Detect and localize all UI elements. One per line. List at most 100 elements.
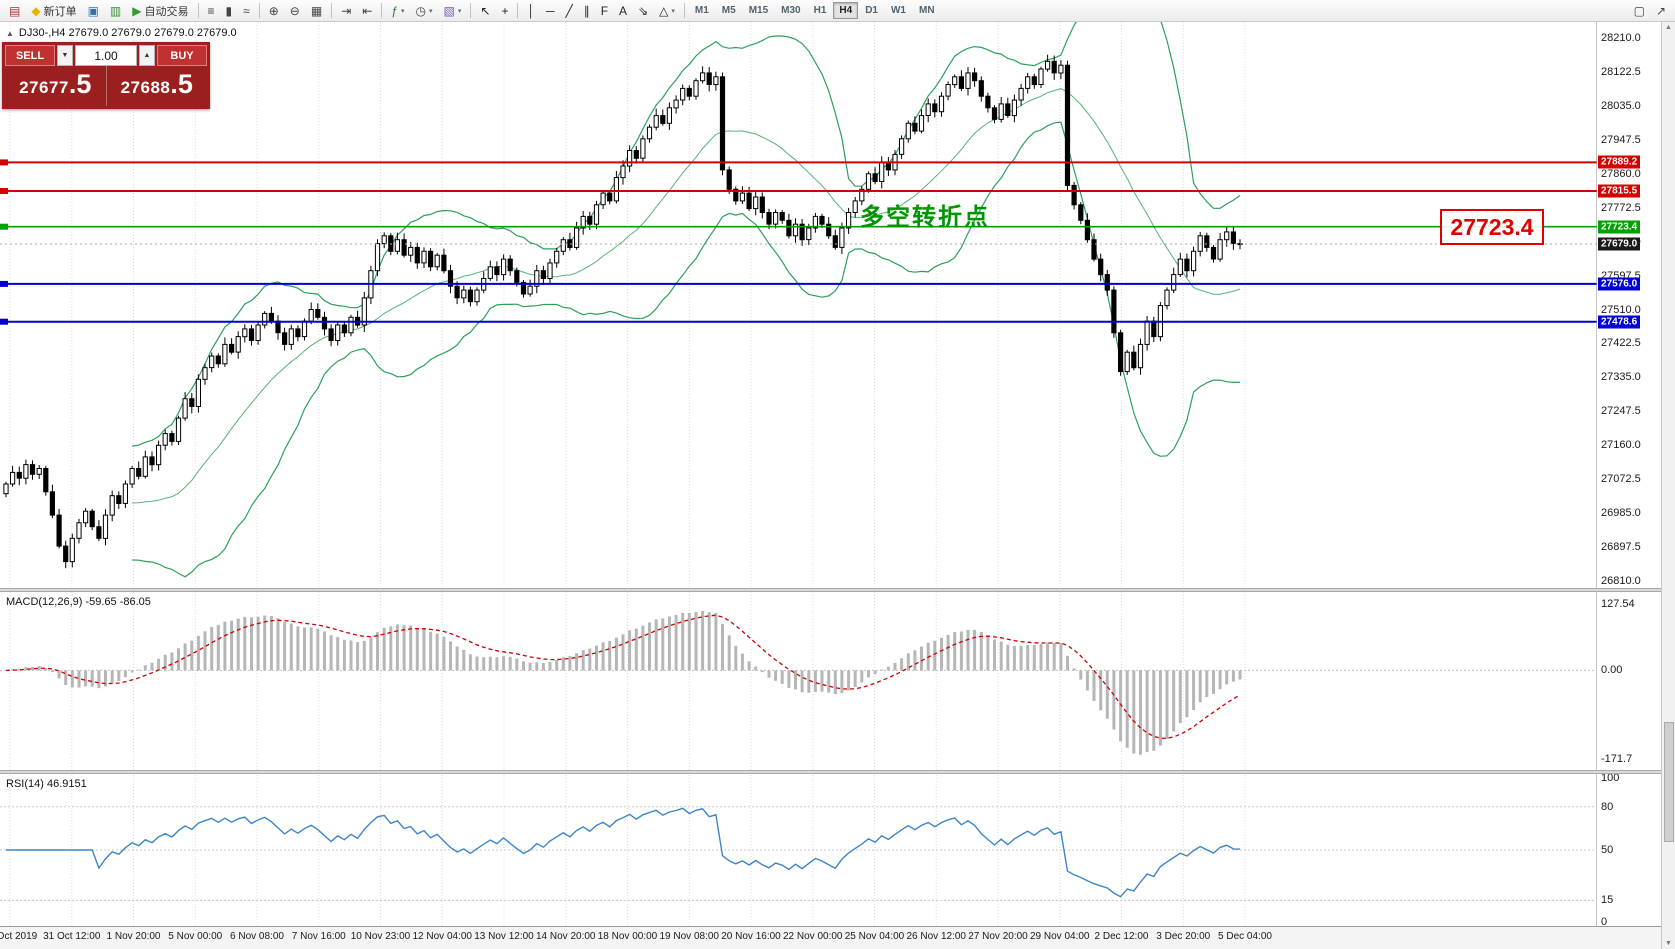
auto-scroll-icon[interactable]: ⇥: [336, 2, 356, 20]
trendline-icon[interactable]: ╱: [560, 2, 577, 20]
bar-chart-icon[interactable]: ≡: [203, 2, 220, 20]
vertical-line-icon[interactable]: │: [522, 2, 540, 20]
shapes-icon[interactable]: △ ▾: [654, 2, 680, 20]
time-axis[interactable]: 30 Oct 2019 31 Oct 12:00 1 Nov 20:00 5 Nov …: [0, 926, 1675, 949]
cursor-icon[interactable]: ↖: [475, 2, 495, 20]
pointer-icon[interactable]: ↗: [1651, 2, 1671, 20]
time-tick-label: 26 Nov 12:00: [906, 931, 967, 942]
symbol-ohlc-line: ▲ DJ30-,H4 27679.0 27679.0 27679.0 27679…: [6, 27, 237, 39]
timeframe-m5[interactable]: M5: [721, 5, 736, 16]
horizontal-line-icon: ─: [545, 3, 555, 18]
arrow-tool-icon[interactable]: ⇘: [633, 2, 653, 20]
timeframe-m30[interactable]: M30: [781, 5, 801, 16]
price-tick-label: 27160.0: [1601, 439, 1641, 452]
vertical-scrollbar[interactable]: ▲ ▼: [1661, 22, 1675, 949]
rsi-tick-label: 0: [1601, 916, 1608, 928]
timeframe-mn[interactable]: MN: [918, 5, 935, 16]
text-icon[interactable]: A: [614, 2, 632, 20]
cursor-icon: ↖: [480, 3, 491, 18]
volume-up-button[interactable]: ▲: [139, 45, 155, 66]
crosshair-icon[interactable]: +: [496, 2, 513, 20]
candlestick-chart-icon[interactable]: ▮: [221, 2, 238, 20]
timeframe-m1[interactable]: M1: [694, 5, 709, 16]
time-tick-label: 25 Nov 04:00: [844, 931, 905, 942]
timeframe-w1[interactable]: W1: [890, 5, 906, 16]
macd-pane-splitter[interactable]: [0, 588, 1661, 592]
indicators-icon[interactable]: ƒ ▾: [386, 2, 409, 20]
fibonacci-icon[interactable]: F: [596, 2, 613, 20]
horizontal-line-icon[interactable]: ─: [541, 2, 560, 20]
level-price-label: 27889.2: [1598, 155, 1641, 169]
templates-icon[interactable]: ▧ ▾: [439, 2, 467, 20]
price-tick-label: 27510.0: [1601, 303, 1641, 316]
price-axis[interactable]: 28210.0 28122.5 28035.0 27947.5 27860.0 27772…: [1597, 22, 1661, 949]
periods-icon[interactable]: ◷ ▾: [411, 2, 438, 20]
one-click-trade-panel: SELL ▼ 1.00 ▲ BUY 27677 .5 27688 .5: [2, 42, 210, 109]
buy-price-main: 27688: [120, 78, 171, 97]
autotrading-button[interactable]: ▶ 自动交易: [127, 2, 193, 20]
time-tick-label: 19 Nov 08:00: [659, 931, 720, 942]
sell-button[interactable]: SELL: [5, 45, 55, 66]
macd-tick-label: 127.54: [1601, 598, 1635, 611]
new-order-button-label: 新订单: [43, 5, 77, 18]
chart-shift-icon: ⇤: [362, 3, 373, 18]
channel-icon[interactable]: ∥: [579, 2, 595, 20]
zoom-out-icon[interactable]: ⊖: [285, 2, 305, 20]
price-tick-label: 27335.0: [1601, 371, 1641, 384]
timeframe-d1[interactable]: D1: [865, 5, 878, 16]
price-tick-label: 26810.0: [1601, 575, 1641, 587]
timeframe-m15[interactable]: M15: [748, 5, 769, 16]
chart-shift-icon[interactable]: ⇤: [357, 2, 377, 20]
scroll-up-icon[interactable]: ▲: [1665, 24, 1672, 31]
buy-button[interactable]: BUY: [157, 45, 207, 66]
volume-input[interactable]: 1.00: [75, 45, 137, 66]
sell-price[interactable]: 27677 .5: [5, 66, 107, 106]
price-tick-label: 27860.0: [1601, 167, 1641, 180]
rsi-tick-label: 100: [1601, 772, 1620, 784]
timeframe-h4[interactable]: H4: [833, 2, 859, 19]
volume-down-button[interactable]: ▼: [57, 45, 73, 66]
zoom-in-icon: ⊕: [268, 3, 279, 18]
sell-price-fraction: .5: [68, 69, 92, 99]
time-tick-label: 27 Nov 20:00: [968, 931, 1028, 942]
terminal-icon: ▥: [109, 3, 122, 18]
scrollbar-thumb[interactable]: [1664, 722, 1674, 842]
rsi-tick-label: 15: [1601, 894, 1614, 907]
price-tick-label: 27072.5: [1601, 473, 1641, 486]
rsi-label: RSI(14) 46.9151: [6, 778, 87, 790]
timeframe-h1[interactable]: H1: [813, 5, 827, 16]
new-window-icon[interactable]: ▢: [1629, 2, 1650, 20]
line-chart-icon: ≈: [243, 3, 250, 18]
market-watch-icon[interactable]: ▣: [83, 2, 104, 20]
scroll-down-icon[interactable]: ▼: [1665, 940, 1672, 947]
rsi-pane-splitter[interactable]: [0, 770, 1661, 774]
trendline-icon: ╱: [565, 3, 573, 18]
price-tick-label: 27772.5: [1601, 201, 1641, 214]
macd-tick-label: -171.7: [1601, 753, 1633, 766]
sell-price-main: 27677: [19, 78, 69, 97]
price-tick-label: 28122.5: [1601, 65, 1641, 78]
time-tick-label: 30 Oct 2019: [0, 931, 38, 942]
caret-down-icon: ▾: [457, 7, 462, 15]
fibonacci-icon: F: [600, 3, 609, 18]
time-tick-label: 5 Dec 04:00: [1218, 931, 1272, 942]
time-tick-label: 20 Nov 16:00: [721, 931, 781, 942]
new-order-button[interactable]: ◆ 新订单: [26, 2, 81, 20]
new-chart-icon[interactable]: ▤: [4, 2, 25, 20]
buy-price[interactable]: 27688 .5: [107, 66, 208, 106]
shapes-icon: △: [659, 3, 669, 18]
new-order-icon: ◆: [31, 3, 41, 18]
terminal-icon[interactable]: ▥: [105, 2, 126, 20]
zoom-in-icon[interactable]: ⊕: [264, 2, 284, 20]
bar-chart-icon: ≡: [207, 3, 215, 18]
indicators-icon: ƒ: [391, 3, 398, 18]
level-price-label: 27815.5: [1598, 184, 1641, 198]
rsi-tick-label: 80: [1601, 800, 1614, 813]
price-callout-box[interactable]: 27723.4: [1440, 209, 1544, 245]
price-tick-label: 27947.5: [1601, 133, 1641, 146]
periods-icon: ◷: [415, 3, 426, 18]
tile-windows-icon[interactable]: ▦: [306, 2, 327, 20]
time-tick-label: 22 Nov 00:00: [783, 931, 843, 942]
line-chart-icon[interactable]: ≈: [238, 2, 255, 20]
